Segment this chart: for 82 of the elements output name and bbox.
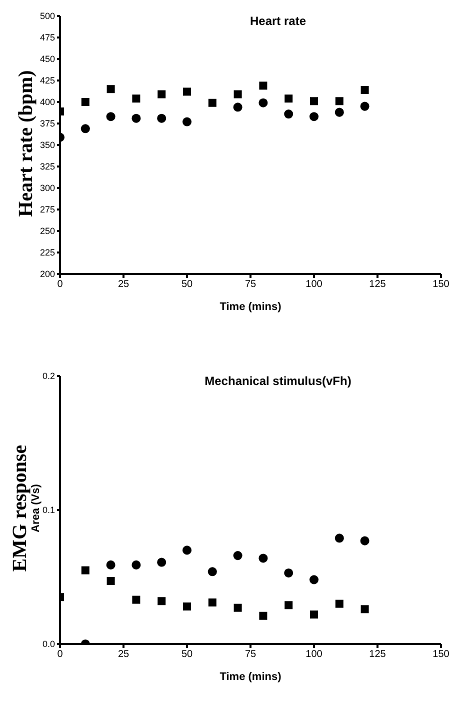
chart-title: Heart rate xyxy=(248,14,308,28)
x-tick-label: 150 xyxy=(432,649,450,660)
point xyxy=(182,546,192,555)
point xyxy=(132,596,140,604)
x-tick-label: 50 xyxy=(181,649,193,660)
point xyxy=(106,577,115,586)
point xyxy=(80,124,90,134)
y-tick-label: 275 xyxy=(40,204,55,215)
point xyxy=(284,110,294,119)
x-tick-label: 75 xyxy=(244,649,256,660)
point xyxy=(335,97,344,106)
point xyxy=(360,102,370,111)
point xyxy=(106,560,116,570)
point xyxy=(183,88,191,96)
point xyxy=(208,598,216,606)
point xyxy=(208,98,216,107)
y-tick-label: 0.2 xyxy=(42,371,55,382)
point xyxy=(81,566,90,574)
x-tick-label: 125 xyxy=(369,279,386,290)
x-tick-label: 0 xyxy=(57,649,64,660)
x-tick-label: 150 xyxy=(432,279,450,290)
point xyxy=(132,114,141,123)
y-tick-label: 350 xyxy=(40,140,55,150)
y-tick-label: 425 xyxy=(40,76,55,86)
point xyxy=(284,94,293,103)
y-axis-title: Heart rate (bpm) xyxy=(14,70,36,216)
point xyxy=(81,98,90,106)
point xyxy=(334,534,344,543)
point xyxy=(259,612,268,620)
point xyxy=(360,605,369,614)
y-tick-label: 200 xyxy=(40,269,55,280)
y-tick-label: 475 xyxy=(40,32,55,43)
y-tick-label: 500 xyxy=(40,11,55,22)
y-tick-label: 225 xyxy=(40,248,55,258)
point xyxy=(233,551,242,560)
point xyxy=(233,102,242,112)
x-axis-title: Time (mins) xyxy=(220,301,282,313)
chart-title: Mechanical stimulus(vFh) xyxy=(204,374,352,388)
point xyxy=(309,575,319,584)
x-tick-label: 50 xyxy=(181,279,193,290)
point xyxy=(234,604,242,612)
y-tick-label: 400 xyxy=(40,97,55,108)
y-tick-label: 375 xyxy=(40,118,55,129)
x-tick-label: 100 xyxy=(306,649,323,660)
x-tick-label: 0 xyxy=(57,279,64,290)
point xyxy=(284,568,294,578)
point xyxy=(106,112,116,122)
point xyxy=(310,610,318,619)
y-tick-label: 0.0 xyxy=(42,639,55,650)
point xyxy=(182,117,192,126)
point xyxy=(158,597,166,606)
point xyxy=(258,554,268,563)
point xyxy=(132,560,141,570)
y-tick-label: 300 xyxy=(40,183,55,194)
point xyxy=(106,85,115,94)
y-tick-label: 250 xyxy=(40,226,55,236)
x-tick-label: 25 xyxy=(118,649,130,660)
y-tick-label: 450 xyxy=(40,54,55,64)
point xyxy=(158,90,166,98)
x-axis-title: Time (mins) xyxy=(220,671,282,683)
point xyxy=(259,82,268,90)
point xyxy=(183,602,191,610)
point xyxy=(334,108,344,117)
y-axis-title: EMG response Area (Vs) xyxy=(8,444,42,572)
point xyxy=(360,536,370,546)
point xyxy=(284,601,293,610)
point xyxy=(157,114,166,123)
y-tick-label: 325 xyxy=(40,162,55,172)
point xyxy=(234,90,242,98)
point xyxy=(258,98,268,108)
point xyxy=(208,567,217,576)
x-tick-label: 25 xyxy=(118,279,130,290)
point xyxy=(157,558,166,567)
point xyxy=(132,94,140,103)
x-tick-label: 100 xyxy=(306,279,323,290)
point xyxy=(335,600,344,608)
x-tick-label: 75 xyxy=(244,279,256,290)
point xyxy=(310,97,318,106)
y-tick-label: 0.1 xyxy=(42,505,55,516)
point xyxy=(360,86,369,94)
x-tick-label: 125 xyxy=(369,649,386,660)
point xyxy=(309,112,319,122)
